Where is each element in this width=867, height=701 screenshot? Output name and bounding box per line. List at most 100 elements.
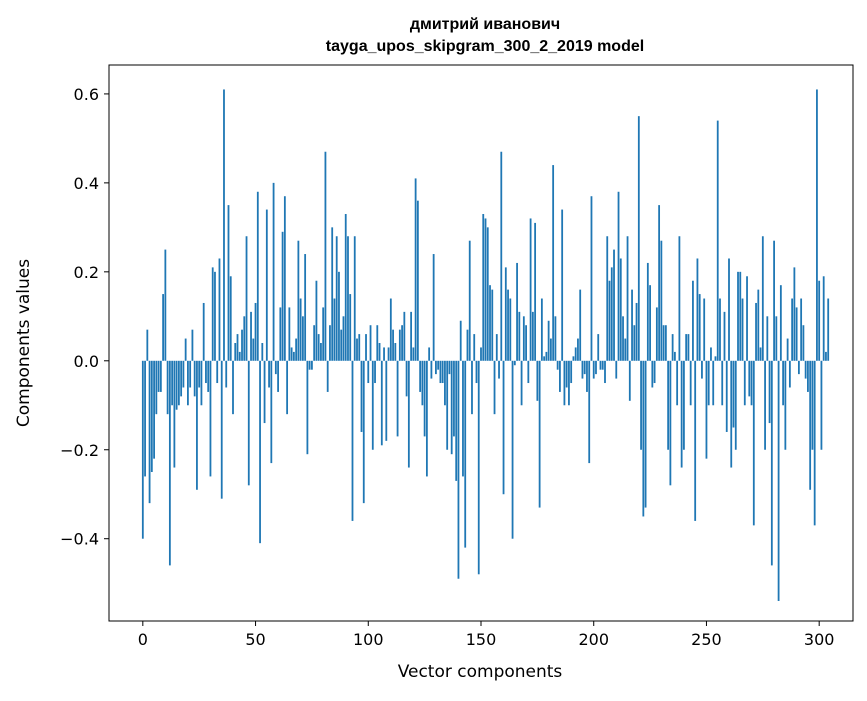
bar-component-279 xyxy=(770,360,773,566)
bar-component-203 xyxy=(599,360,602,370)
bar-component-151 xyxy=(482,214,485,361)
bar-component-133 xyxy=(441,360,444,384)
bar-component-223 xyxy=(644,360,647,508)
bar-component-271 xyxy=(752,360,755,526)
bar-component-190 xyxy=(570,360,573,384)
bar-component-218 xyxy=(633,325,636,361)
bar-component-123 xyxy=(419,360,422,392)
bar-component-85 xyxy=(333,298,336,361)
bar-component-130 xyxy=(435,360,437,375)
bar-component-107 xyxy=(383,347,385,361)
bar-component-6 xyxy=(155,360,158,415)
bar-component-36 xyxy=(223,89,225,361)
bar-component-287 xyxy=(788,360,791,388)
bar-component-18 xyxy=(182,360,185,388)
y-tick-label: 0.6 xyxy=(74,85,99,104)
bar-component-106 xyxy=(380,360,383,446)
bar-component-179 xyxy=(545,351,548,361)
bar-component-32 xyxy=(214,271,216,361)
bar-component-172 xyxy=(529,218,532,361)
bar-component-201 xyxy=(595,360,597,375)
bar-component-105 xyxy=(378,343,381,361)
bar-component-124 xyxy=(421,360,424,406)
bar-component-261 xyxy=(730,360,733,468)
bar-component-176 xyxy=(538,360,541,508)
bar-component-173 xyxy=(531,311,534,361)
bar-component-30 xyxy=(209,360,212,477)
bar-component-254 xyxy=(714,356,717,361)
bar-component-249 xyxy=(703,298,706,361)
bar-component-54 xyxy=(263,360,266,424)
bar-component-293 xyxy=(802,325,805,361)
bar-component-246 xyxy=(696,258,699,361)
bar-component-23 xyxy=(193,360,196,397)
bar-component-1 xyxy=(144,360,146,477)
bar-component-169 xyxy=(522,316,525,361)
bar-component-204 xyxy=(601,360,604,370)
y-tick-label: 0.0 xyxy=(74,352,99,371)
bar-component-264 xyxy=(737,271,739,361)
bar-component-178 xyxy=(543,356,546,361)
bar-component-276 xyxy=(764,360,766,450)
bar-component-164 xyxy=(511,360,514,539)
bar-component-98 xyxy=(362,360,365,504)
bar-component-82 xyxy=(326,360,329,392)
bar-component-159 xyxy=(500,151,503,361)
bar-component-139 xyxy=(455,360,458,481)
bar-component-9 xyxy=(162,294,165,361)
bar-component-196 xyxy=(583,360,586,375)
bar-component-39 xyxy=(229,276,232,361)
bar-component-7 xyxy=(157,360,160,392)
bar-component-12 xyxy=(168,360,171,566)
bar-component-4 xyxy=(150,360,153,472)
bar-component-272 xyxy=(755,302,757,361)
bar-component-128 xyxy=(430,360,433,379)
bar-component-121 xyxy=(414,178,417,361)
bar-component-50 xyxy=(254,302,257,361)
bar-component-295 xyxy=(807,360,809,392)
bar-component-113 xyxy=(396,360,399,437)
bar-component-53 xyxy=(261,343,264,361)
bar-component-288 xyxy=(791,298,794,361)
bar-component-160 xyxy=(502,360,505,495)
y-tick-label: 0.4 xyxy=(74,174,99,193)
bar-component-170 xyxy=(525,325,527,361)
bar-component-237 xyxy=(676,360,679,406)
bar-component-13 xyxy=(171,360,174,406)
bar-component-31 xyxy=(211,267,214,361)
bar-component-75 xyxy=(311,360,313,370)
bar-component-212 xyxy=(619,258,622,361)
bar-component-10 xyxy=(164,249,167,361)
bar-component-166 xyxy=(516,262,518,361)
bar-component-253 xyxy=(712,360,715,406)
bar-component-298 xyxy=(813,360,816,526)
bar-component-269 xyxy=(748,360,751,397)
bar-component-11 xyxy=(166,360,169,415)
bar-component-205 xyxy=(604,360,606,384)
y-axis-label: Components values xyxy=(14,259,34,427)
bar-component-220 xyxy=(637,116,640,361)
bar-component-296 xyxy=(809,360,812,490)
bar-component-40 xyxy=(232,360,234,415)
bar-component-132 xyxy=(439,360,442,384)
bar-component-153 xyxy=(486,227,489,361)
bar-component-37 xyxy=(225,360,228,388)
bar-component-86 xyxy=(335,236,338,361)
bar-component-198 xyxy=(588,360,591,464)
bar-component-126 xyxy=(425,360,428,477)
bar-component-3 xyxy=(148,360,151,504)
bar-component-297 xyxy=(811,360,814,450)
x-tick-label: 250 xyxy=(691,630,722,649)
bar-component-197 xyxy=(586,360,588,392)
bar-component-247 xyxy=(698,294,701,361)
bar-component-103 xyxy=(374,360,376,384)
x-tick-label: 0 xyxy=(138,630,148,649)
bar-component-189 xyxy=(568,360,570,406)
bar-component-303 xyxy=(825,351,827,361)
bar-component-62 xyxy=(281,231,284,361)
bar-component-55 xyxy=(265,209,268,361)
bar-component-45 xyxy=(243,316,246,361)
bar-component-101 xyxy=(369,325,372,361)
bar-component-15 xyxy=(175,360,178,410)
bar-component-67 xyxy=(292,351,295,361)
